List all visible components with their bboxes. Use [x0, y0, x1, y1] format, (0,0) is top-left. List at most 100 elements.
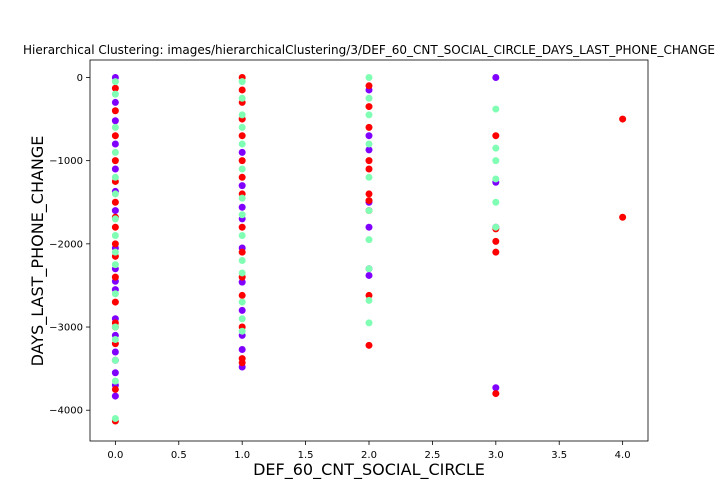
point: [111, 78, 119, 86]
point: [238, 315, 246, 323]
point: [365, 207, 373, 215]
point: [238, 94, 246, 102]
x-tick-label: 4.0: [615, 450, 631, 461]
point: [111, 385, 119, 393]
y-tick-label: 0: [77, 73, 83, 84]
point: [492, 237, 500, 245]
point: [238, 359, 246, 367]
point: [238, 345, 246, 353]
x-tick-label: 0.0: [107, 450, 123, 461]
point: [238, 248, 246, 256]
point: [365, 341, 373, 349]
point: [238, 327, 246, 335]
point: [238, 148, 246, 156]
point: [492, 73, 500, 81]
x-tick-label: 2.5: [424, 450, 440, 461]
point: [111, 336, 119, 344]
point: [238, 232, 246, 240]
point: [238, 173, 246, 181]
point: [492, 105, 500, 113]
x-tick-label: 1.0: [234, 450, 250, 461]
y-tick-label: −2000: [49, 239, 83, 250]
x-axis-label: DEF_60_CNT_SOCIAL_CIRCLE: [253, 460, 485, 480]
x-tick-label: 3.0: [488, 450, 504, 461]
point: [238, 111, 246, 119]
x-tick-label: 3.5: [551, 450, 567, 461]
point: [111, 215, 119, 223]
point: [492, 144, 500, 152]
point: [365, 111, 373, 119]
point: [365, 291, 373, 299]
point: [365, 94, 373, 102]
point: [365, 103, 373, 111]
point: [111, 123, 119, 131]
y-tick-label: −4000: [49, 406, 83, 417]
point: [111, 356, 119, 364]
point: [111, 84, 119, 92]
point: [238, 223, 246, 231]
point: [111, 273, 119, 281]
point: [365, 157, 373, 165]
point: [365, 197, 373, 205]
point: [365, 236, 373, 244]
point: [492, 384, 500, 392]
x-tick-label: 1.5: [298, 450, 314, 461]
point: [365, 140, 373, 148]
point: [365, 165, 373, 173]
point: [619, 115, 627, 123]
point: [365, 132, 373, 140]
point: [238, 123, 246, 131]
point: [238, 86, 246, 94]
x-tick-label: 2.0: [361, 450, 377, 461]
point: [111, 132, 119, 140]
point: [111, 157, 119, 165]
plot-frame: [89, 59, 649, 442]
point: [365, 223, 373, 231]
point: [111, 348, 119, 356]
point: [238, 298, 246, 306]
point: [238, 194, 246, 202]
point: [365, 146, 373, 154]
point: [238, 291, 246, 299]
y-axis-label: DAYS_LAST_PHONE_CHANGE: [28, 136, 48, 367]
point: [365, 265, 373, 273]
point: [365, 73, 373, 81]
point: [111, 207, 119, 215]
point: [365, 190, 373, 198]
point: [492, 175, 500, 183]
point: [492, 223, 500, 231]
point: [111, 190, 119, 198]
point: [111, 323, 119, 331]
x-tick-label: 0.5: [171, 450, 187, 461]
point: [365, 173, 373, 181]
point: [111, 198, 119, 206]
point: [111, 223, 119, 231]
point: [492, 248, 500, 256]
point: [238, 165, 246, 173]
point: [365, 82, 373, 90]
point: [238, 269, 246, 277]
point: [111, 377, 119, 385]
y-tick-label: −3000: [49, 323, 83, 334]
point: [238, 306, 246, 314]
point: [111, 298, 119, 306]
point: [111, 140, 119, 148]
point: [492, 390, 500, 398]
y-tick-label: −1000: [49, 156, 83, 167]
point: [492, 198, 500, 206]
point: [111, 165, 119, 173]
point: [111, 107, 119, 115]
point: [111, 248, 119, 256]
point: [492, 157, 500, 165]
chart-title: Hierarchical Clustering: images/hierarch…: [23, 43, 715, 57]
point: [111, 415, 119, 423]
point: [238, 140, 246, 148]
point: [111, 148, 119, 156]
point: [111, 90, 119, 98]
point: [238, 278, 246, 286]
point: [365, 271, 373, 279]
point: [365, 123, 373, 131]
point: [111, 240, 119, 248]
